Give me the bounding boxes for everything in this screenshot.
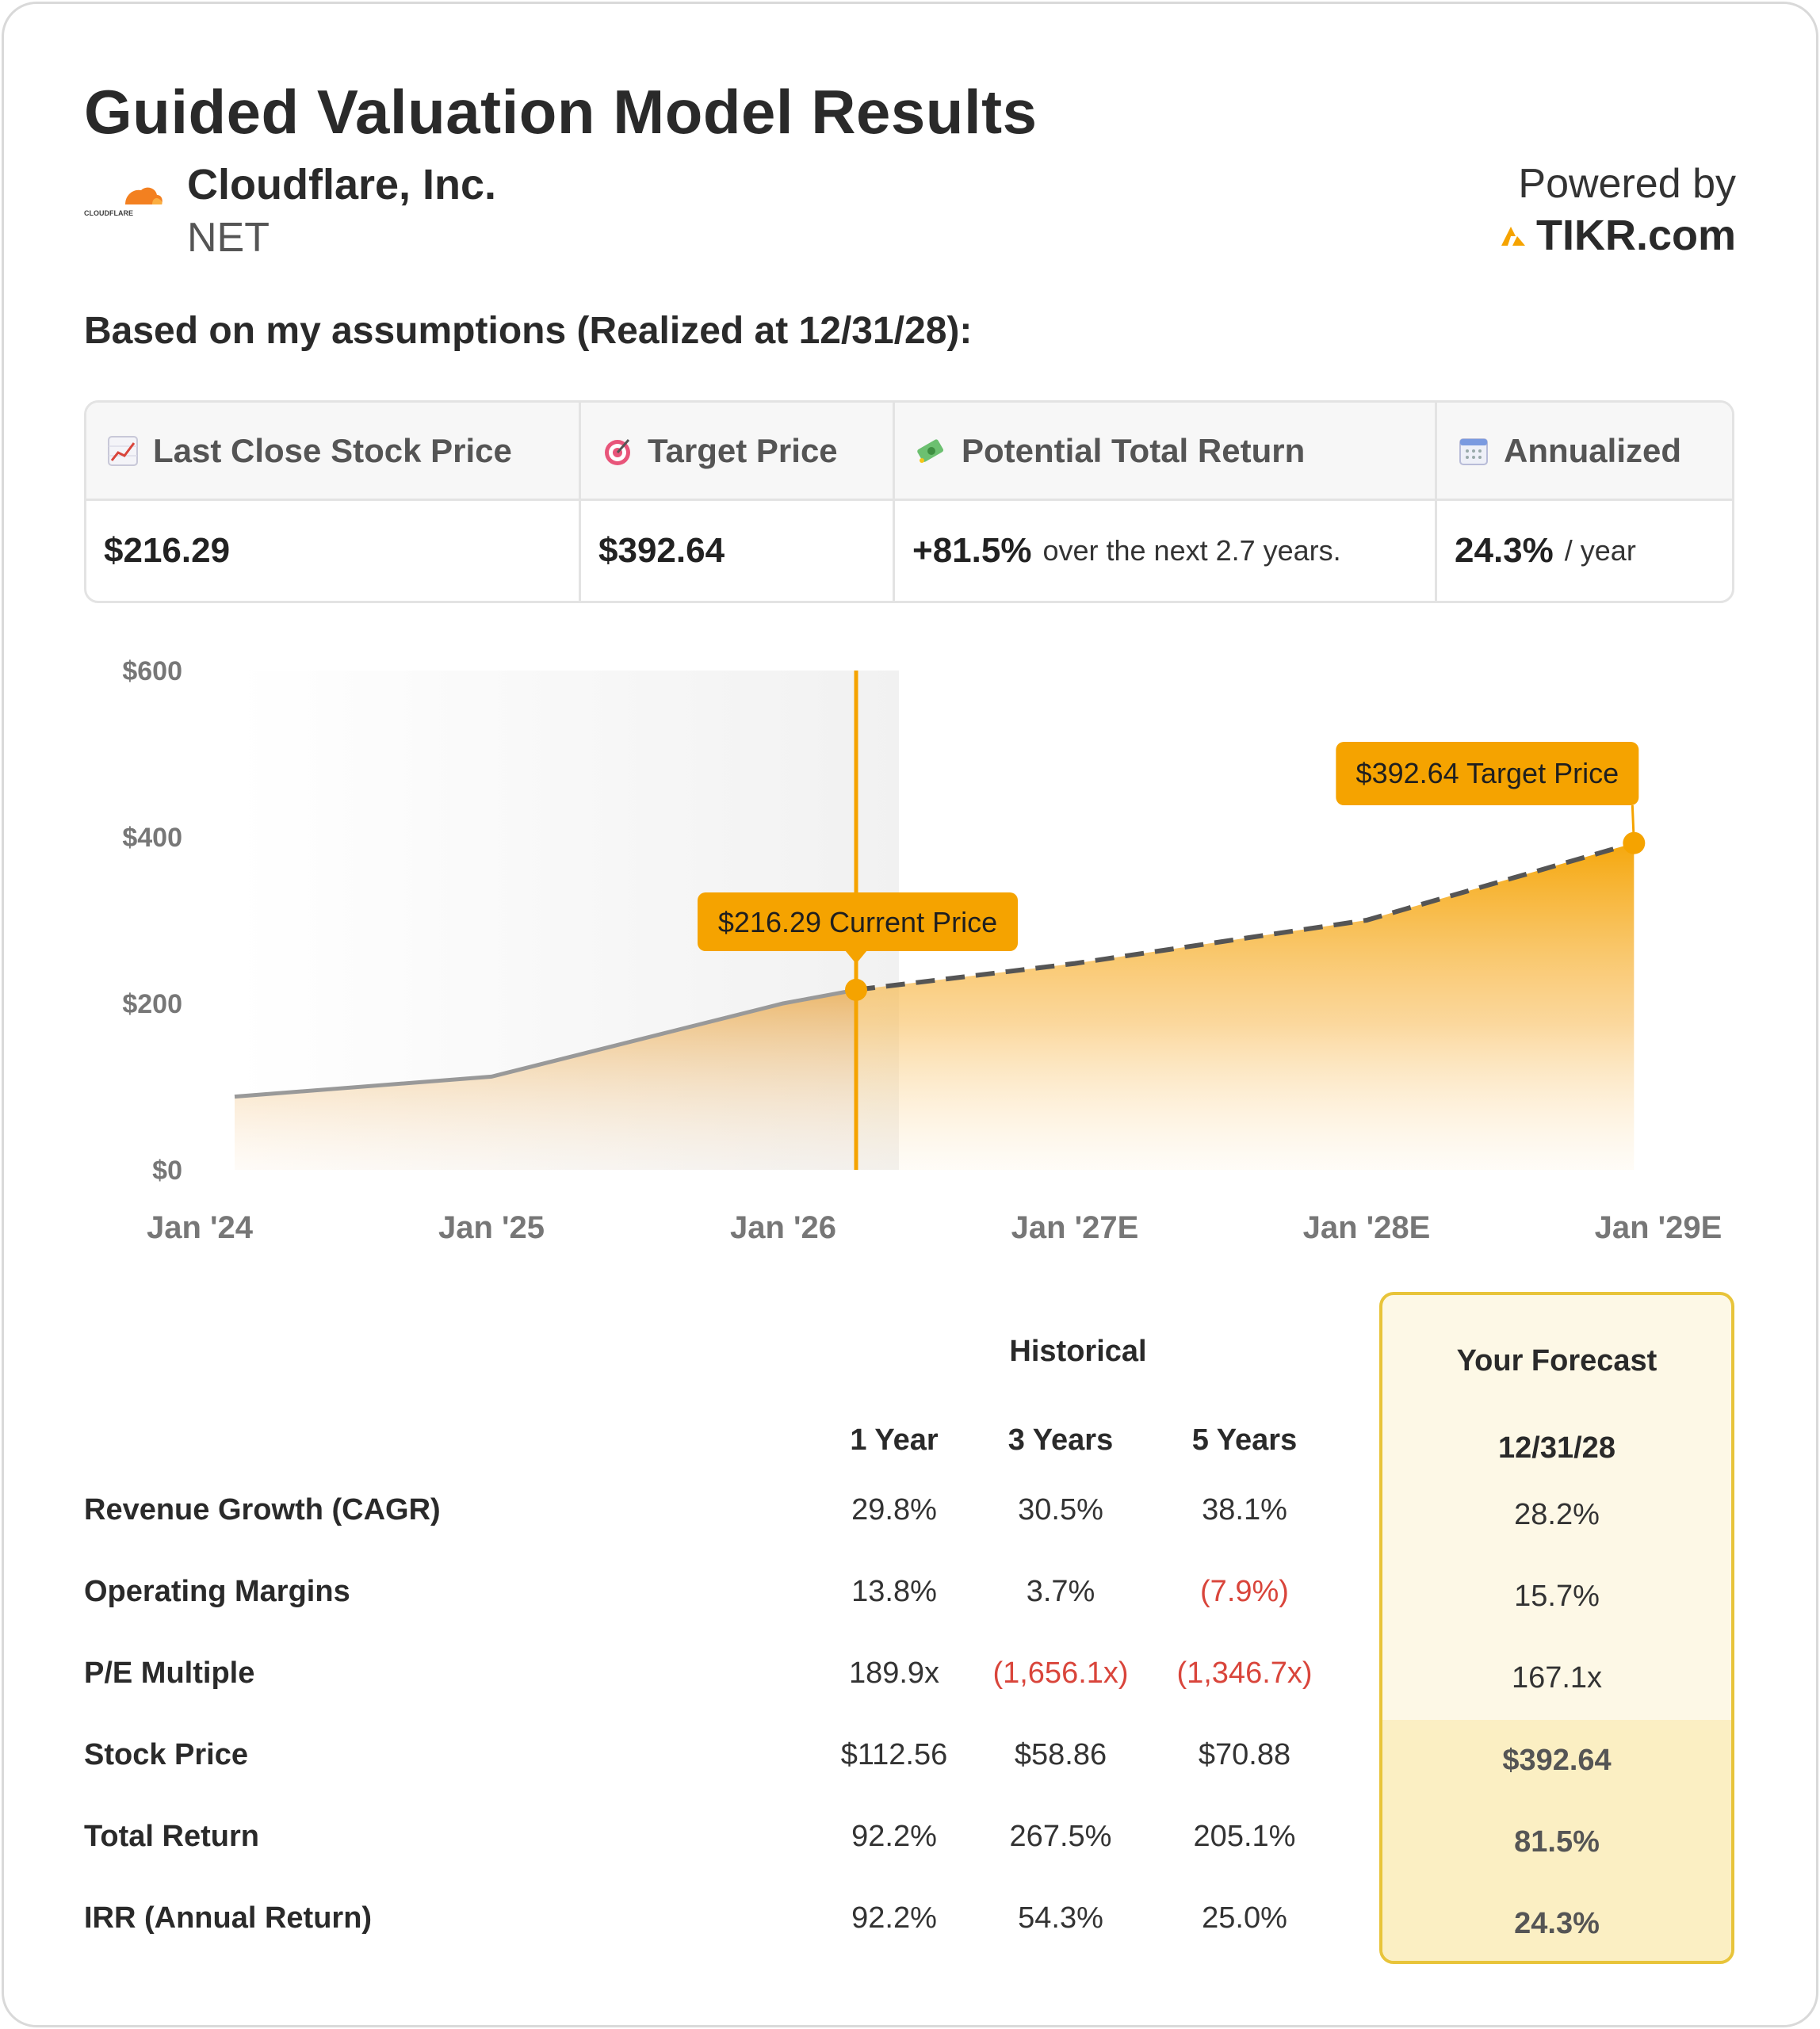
irr-3y: 54.3% [1018,1901,1103,1935]
assumptions-heading: Based on my assumptions (Realized at 12/… [84,310,973,352]
total-return-note: over the next 2.7 years. [1042,534,1341,567]
forecast-panel-result-band [1382,1720,1731,1961]
stock-price-1y: $112.56 [840,1738,948,1771]
revenue-growth-3y: 30.5% [1018,1493,1103,1527]
calendar-icon [1459,438,1488,465]
target-value: $392.64 [598,531,725,570]
last-close-label: Last Close Stock Price [153,431,512,469]
summary-col-annualized: Annualized 24.3% / year [1437,403,1732,601]
target-label: Target Price [648,431,838,469]
summary-col-target: Target Price $392.64 [581,403,895,601]
pe-multiple-5y: (1,346.7x) [1176,1656,1313,1690]
summary-table: Last Close Stock Price $216.29 Target Pr… [84,400,1734,603]
forecast-total-return: 81.5% [1514,1825,1600,1859]
summary-header-total-return: Potential Total Return [895,403,1435,501]
pe-multiple-1y: 189.9x [848,1656,940,1690]
total-return-cell: +81.5% over the next 2.7 years. [895,501,1435,601]
forecast-panel: Your Forecast 12/31/28 28.2% 15.7% 167.1… [1379,1292,1734,1964]
tikr-logo-icon [1501,227,1525,246]
page-title: Guided Valuation Model Results [84,77,1038,147]
annualized-cell: 24.3% / year [1437,501,1732,601]
company-name: Cloudflare, Inc. [187,161,497,208]
revenue-growth-5y: 38.1% [1202,1493,1287,1527]
revenue-growth-1y: 29.8% [851,1493,937,1527]
tikr-brand-label: TIKR.com [1535,212,1736,259]
chart-increasing-icon [108,435,138,466]
forecast-pe-multiple: 167.1x [1511,1661,1603,1695]
forecast-revenue-growth: 28.2% [1514,1498,1600,1531]
historical-heading: Historical [1009,1335,1147,1368]
powered-by-label: Powered by [1518,161,1736,207]
irr-5y: 25.0% [1202,1901,1287,1935]
stock-price-3y: $58.86 [1014,1738,1107,1771]
total-return-5y: 205.1% [1193,1820,1296,1853]
summary-col-last-close: Last Close Stock Price $216.29 [86,403,581,601]
last-close-value: $216.29 [104,531,231,570]
row-label-stock-price: Stock Price [84,1738,248,1771]
col-header-1-year: 1 Year [850,1423,939,1457]
tikr-brand[interactable]: TIKR.com [1500,211,1736,260]
operating-margins-5y: (7.9%) [1200,1575,1289,1608]
row-label-irr: IRR (Annual Return) [84,1901,373,1935]
annualized-note: / year [1564,534,1636,567]
forecast-date-heading: 12/31/28 [1498,1431,1615,1465]
row-label-operating-margins: Operating Margins [84,1575,350,1608]
row-label-revenue-growth: Revenue Growth (CAGR) [84,1493,441,1527]
summary-col-total-return: Potential Total Return +81.5% over the n… [895,403,1437,601]
total-return-1y: 92.2% [851,1820,937,1853]
forecast-irr: 24.3% [1514,1907,1600,1940]
row-label-pe-multiple: P/E Multiple [84,1656,255,1690]
summary-header-annualized: Annualized [1437,403,1732,501]
forecast-operating-margins: 15.7% [1514,1580,1600,1613]
irr-1y: 92.2% [851,1901,937,1935]
money-icon [917,438,944,463]
summary-header-last-close: Last Close Stock Price [86,403,579,501]
col-header-3-years: 3 Years [1008,1423,1114,1457]
total-return-3y: 267.5% [1009,1820,1112,1853]
row-label-total-return: Total Return [84,1820,259,1853]
summary-header-target: Target Price [581,403,893,501]
total-return-value: +81.5% [912,531,1032,570]
company-ticker: NET [187,215,270,261]
logo-text: CLOUDFLARE [84,209,133,217]
cloudflare-logo: CLOUDFLARE [84,184,163,217]
forecast-stock-price: $392.64 [1502,1744,1612,1777]
annualized-label: Annualized [1504,431,1682,469]
stock-price-5y: $70.88 [1198,1738,1291,1771]
total-return-label: Potential Total Return [962,431,1306,469]
col-header-5-years: 5 Years [1191,1423,1298,1457]
pe-multiple-3y: (1,656.1x) [992,1656,1129,1690]
forecast-heading: Your Forecast [1456,1344,1658,1378]
annualized-value: 24.3% [1455,531,1554,570]
target-icon [605,438,630,465]
operating-margins-3y: 3.7% [1026,1575,1095,1608]
operating-margins-1y: 13.8% [851,1575,937,1608]
